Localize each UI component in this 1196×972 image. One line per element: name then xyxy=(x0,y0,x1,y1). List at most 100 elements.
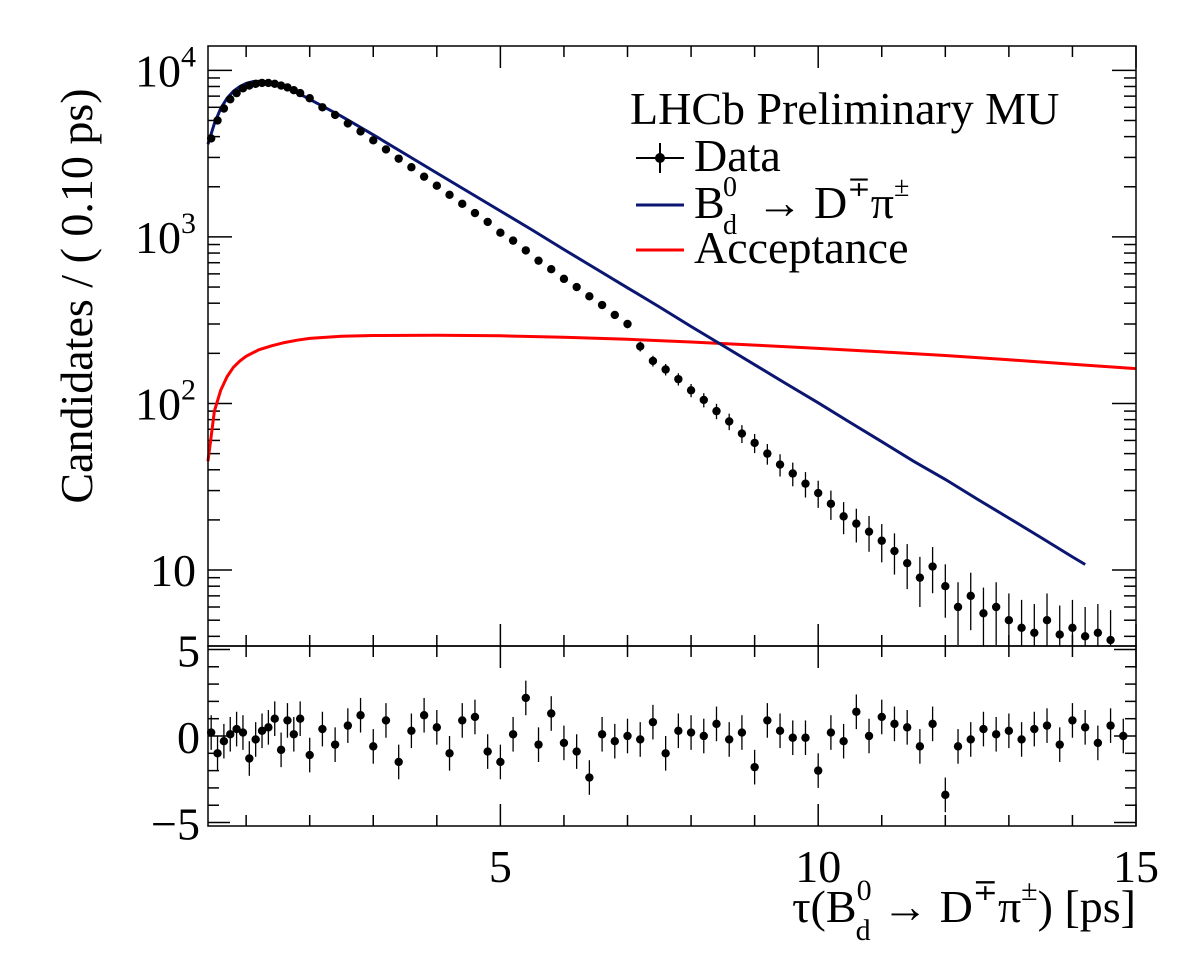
data-point xyxy=(470,208,480,218)
data-point xyxy=(1068,599,1077,646)
residual-point xyxy=(801,720,810,756)
data-point xyxy=(585,292,594,301)
data-point xyxy=(953,582,963,645)
data-point xyxy=(674,373,683,386)
data-point xyxy=(318,103,327,112)
legend-data-label: Data xyxy=(694,130,781,181)
data-point xyxy=(521,246,531,255)
data-point xyxy=(915,556,925,608)
residual-point xyxy=(928,706,937,742)
data-point xyxy=(763,444,772,465)
data-point xyxy=(1106,610,1115,646)
x-tick-label: 15 xyxy=(1113,841,1159,892)
residual-point xyxy=(1017,722,1026,757)
main-y-tick-label: 102 xyxy=(135,373,196,429)
residual-point xyxy=(966,722,975,757)
data-point xyxy=(852,508,861,543)
residual-y-tick-label: −5 xyxy=(151,799,200,850)
data-point xyxy=(289,85,299,95)
legend: LHCb Preliminary MU Data B0 d → D∓π± Acce… xyxy=(630,83,1059,273)
residual-point xyxy=(534,727,543,762)
data-point xyxy=(877,524,886,563)
residual-point xyxy=(623,718,632,754)
residual-point xyxy=(232,711,241,747)
residual-point xyxy=(238,715,248,750)
data-points xyxy=(206,78,1115,646)
data-point xyxy=(890,533,899,575)
data-point xyxy=(979,587,988,646)
residual-point xyxy=(547,696,556,731)
residual-point xyxy=(521,680,531,716)
data-point xyxy=(445,190,454,199)
residual-point xyxy=(245,741,254,776)
residual-point xyxy=(289,716,299,752)
x-tick-label: 10 xyxy=(795,841,841,892)
residual-point xyxy=(276,732,286,768)
data-point xyxy=(534,256,543,265)
data-point xyxy=(251,79,260,89)
data-point xyxy=(864,515,874,552)
data-point xyxy=(369,136,378,145)
residual-point xyxy=(1004,713,1014,749)
residual-point xyxy=(251,722,260,757)
residual-y-tick-labels: 5 0 −5 xyxy=(151,625,200,849)
residual-point xyxy=(941,777,950,813)
residual-point xyxy=(219,723,229,759)
main-axis-ticks xyxy=(208,46,1137,646)
residual-point xyxy=(877,699,886,735)
residual-point xyxy=(257,713,267,749)
residual-y-tick-label: 0 xyxy=(177,712,200,763)
residual-point xyxy=(407,713,416,749)
residual-point xyxy=(775,713,785,749)
data-point xyxy=(407,163,416,172)
residual-point xyxy=(953,729,963,764)
residual-point xyxy=(979,711,988,747)
data-point xyxy=(381,145,391,154)
data-point xyxy=(547,264,556,274)
residual-point xyxy=(1119,718,1128,754)
x-tick-labels: 5 10 15 xyxy=(489,841,1159,892)
residual-point xyxy=(636,722,645,757)
data-point xyxy=(610,310,619,320)
main-panel: 10 102 103 104 Candidates / ( 0.10 ps) LHCb… xyxy=(51,40,1137,647)
residual-point xyxy=(458,703,467,738)
data-point xyxy=(238,84,248,93)
residual-point xyxy=(915,729,925,764)
data-point xyxy=(343,119,353,128)
data-point xyxy=(991,582,1001,645)
legend-data-marker-dot xyxy=(655,153,665,163)
data-point xyxy=(966,572,975,631)
legend-entry-fit: B0 d → D∓π± xyxy=(636,172,909,241)
data-point xyxy=(283,83,292,92)
residual-point xyxy=(305,737,314,773)
residual-point xyxy=(572,734,581,769)
residual-point xyxy=(381,703,391,738)
residual-point xyxy=(597,716,607,752)
main-y-tick-labels: 10 102 103 104 xyxy=(135,40,196,596)
residual-point xyxy=(394,744,403,780)
main-y-tick-label: 104 xyxy=(135,40,196,96)
residual-point xyxy=(610,723,619,759)
data-point xyxy=(686,383,696,398)
residual-point xyxy=(763,703,772,738)
data-point xyxy=(648,355,658,367)
residual-point xyxy=(725,722,734,757)
data-point xyxy=(1004,593,1014,646)
data-point xyxy=(788,462,797,487)
data-point xyxy=(206,134,216,143)
residual-point xyxy=(1093,725,1103,761)
data-point xyxy=(750,433,759,454)
legend-fit-label: B0 d → D∓π± xyxy=(694,172,909,241)
data-point xyxy=(813,480,823,508)
data-point xyxy=(496,228,505,237)
residual-point xyxy=(318,711,327,747)
residual-point xyxy=(737,715,747,750)
residual-point xyxy=(686,715,696,750)
residual-point xyxy=(890,706,899,742)
residual-point xyxy=(1042,708,1052,743)
data-point xyxy=(826,490,836,520)
residual-point xyxy=(343,708,353,743)
residual-point xyxy=(788,720,797,756)
residual-point xyxy=(674,713,683,749)
